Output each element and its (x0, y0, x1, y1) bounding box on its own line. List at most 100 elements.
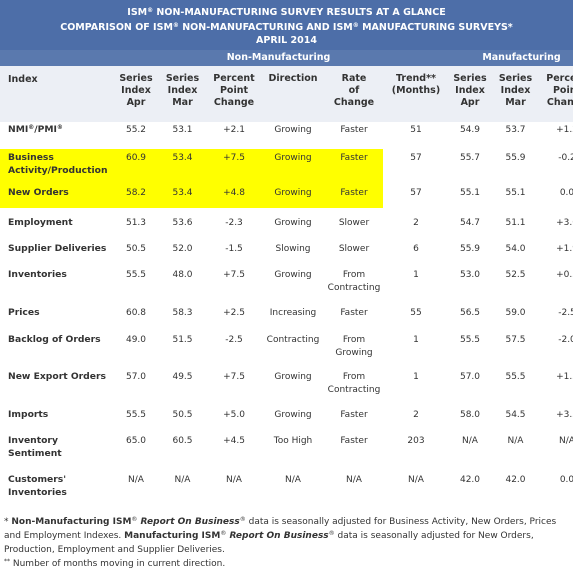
table-cell: +4.5 (223, 436, 245, 446)
column-header: Trend** (Months) (385, 73, 447, 97)
table-cell: N/A (346, 475, 362, 485)
column-header-text: Percent (546, 73, 573, 84)
footnote-text: ® (131, 516, 138, 523)
row-label: NMI®/PMI® (8, 124, 112, 137)
row-label-text: NMI (8, 124, 29, 135)
column-header: Series Index Apr (112, 73, 160, 109)
table-cell: 55.5 (459, 335, 481, 345)
table-cell: 51 (410, 125, 422, 135)
table-cell: N/A (559, 436, 573, 446)
table-cell: Faster (340, 153, 368, 163)
table-cell: 49.0 (125, 335, 147, 345)
table-cell: +1.9 (556, 244, 573, 254)
table-cell: Growing (274, 153, 312, 163)
table-cell: Too High (273, 436, 313, 446)
column-header: Series Index Mar (493, 73, 538, 109)
row-label: Imports (8, 409, 49, 420)
table-cell: N/A (128, 475, 144, 485)
title-text: COMPARISON OF ISM (60, 22, 173, 33)
table-cell: 57.0 (459, 372, 481, 382)
table-cell: 51.1 (505, 218, 526, 228)
footnote: * Non-Manufacturing ISM® Report On Busin… (4, 515, 564, 557)
group-label: Non-Manufacturing (226, 52, 331, 63)
table-cell: N/A (507, 436, 524, 446)
table-cell: 54.7 (459, 218, 481, 228)
table-cell: 1 (413, 372, 419, 382)
table-cell: N/A (226, 475, 242, 485)
column-header: Rate of Change (323, 73, 385, 109)
column-header-text: of (348, 85, 360, 96)
row-label: Business Activity/Production (8, 152, 108, 176)
table-cell: 58.2 (125, 188, 147, 198)
table-cell: 53.4 (172, 188, 193, 198)
title-text: MANUFACTURING SURVEYS* (358, 22, 513, 33)
column-header-text: Point (552, 85, 573, 96)
row-label-text: ® (28, 124, 35, 131)
table-cell: -2.5 (225, 335, 243, 345)
column-header-text: Index (455, 85, 485, 96)
table-cell: Increasing (269, 308, 317, 318)
row-highlight (0, 149, 383, 185)
column-header-text: Change (213, 97, 255, 108)
table-cell: Growing (274, 410, 312, 420)
column-header-text: Series (498, 73, 533, 84)
title-line: ISM® NON-MANUFACTURING SURVEY RESULTS AT… (0, 7, 573, 18)
row-highlight (0, 184, 383, 208)
row-label: Customers' Inventories (8, 474, 67, 498)
table-cell: 52.5 (505, 270, 526, 280)
table-cell: Growing (274, 218, 312, 228)
table-cell: +5.0 (223, 410, 245, 420)
table-cell: 1 (413, 335, 419, 345)
group-label: Manufacturing (482, 52, 561, 63)
table-cell: 42.0 (505, 475, 526, 485)
footnote-text: Number of months moving in current direc… (10, 559, 226, 569)
table-cell: 52.0 (172, 244, 193, 254)
table-cell: 55.5 (125, 410, 147, 420)
table-cell: +2.1 (223, 125, 245, 135)
table-cell: N/A (285, 475, 301, 485)
table-cell: 60.8 (125, 308, 147, 318)
table-cell: 57.0 (125, 372, 147, 382)
table-cell: From Contracting (327, 270, 381, 293)
table-cell: 6 (413, 244, 419, 254)
table-cell: From Contracting (327, 372, 381, 395)
table-cell: 0.0 (559, 188, 573, 198)
footnote-text: data is seasonally adjusted for New Orde… (4, 531, 534, 555)
title-text: NON-MANUFACTURING AND ISM (178, 22, 353, 33)
table-cell: -1.5 (225, 244, 243, 254)
footnote-text: ® (328, 530, 335, 537)
table-cell: N/A (408, 475, 424, 485)
column-header-text: Change (333, 97, 375, 108)
column-header-text: Index (8, 74, 38, 85)
column-header-text: Mar (505, 97, 526, 108)
title-banner (0, 0, 573, 50)
column-header-band (0, 66, 573, 122)
table-cell: +7.5 (223, 270, 245, 280)
footnote-text: Report On Business (226, 531, 329, 541)
footnote-text: * (4, 517, 12, 527)
table-cell: +2.5 (223, 308, 245, 318)
table-cell: N/A (462, 436, 478, 446)
table-cell: 53.4 (172, 153, 193, 163)
table-cell: +3.5 (556, 410, 573, 420)
table-cell: 58.0 (459, 410, 481, 420)
row-label-text: ® (56, 124, 63, 131)
table-cell: 53.0 (459, 270, 481, 280)
table-cell: 57 (410, 188, 422, 198)
table-cell: -2.5 (558, 308, 573, 318)
table-cell: -2.0 (558, 335, 573, 345)
footnote-text: ® (220, 530, 227, 537)
row-label: New Export Orders (8, 371, 106, 382)
table-cell: Faster (340, 410, 368, 420)
table-cell: -2.3 (225, 218, 243, 228)
table-cell: 58.3 (172, 308, 193, 318)
table-cell: +4.8 (223, 188, 245, 198)
table-cell: 2 (413, 218, 419, 228)
title-text: ISM (127, 7, 148, 18)
table-cell: Growing (274, 188, 312, 198)
table-cell: 57 (410, 153, 422, 163)
footnotes: * Non-Manufacturing ISM® Report On Busin… (4, 515, 564, 571)
row-label-text: /PMI (34, 124, 57, 135)
column-header-text: Change (546, 97, 573, 108)
